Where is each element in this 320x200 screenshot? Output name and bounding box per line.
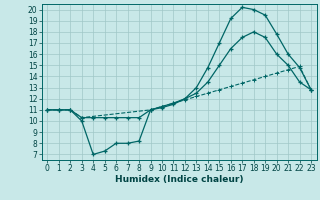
X-axis label: Humidex (Indice chaleur): Humidex (Indice chaleur) bbox=[115, 175, 244, 184]
